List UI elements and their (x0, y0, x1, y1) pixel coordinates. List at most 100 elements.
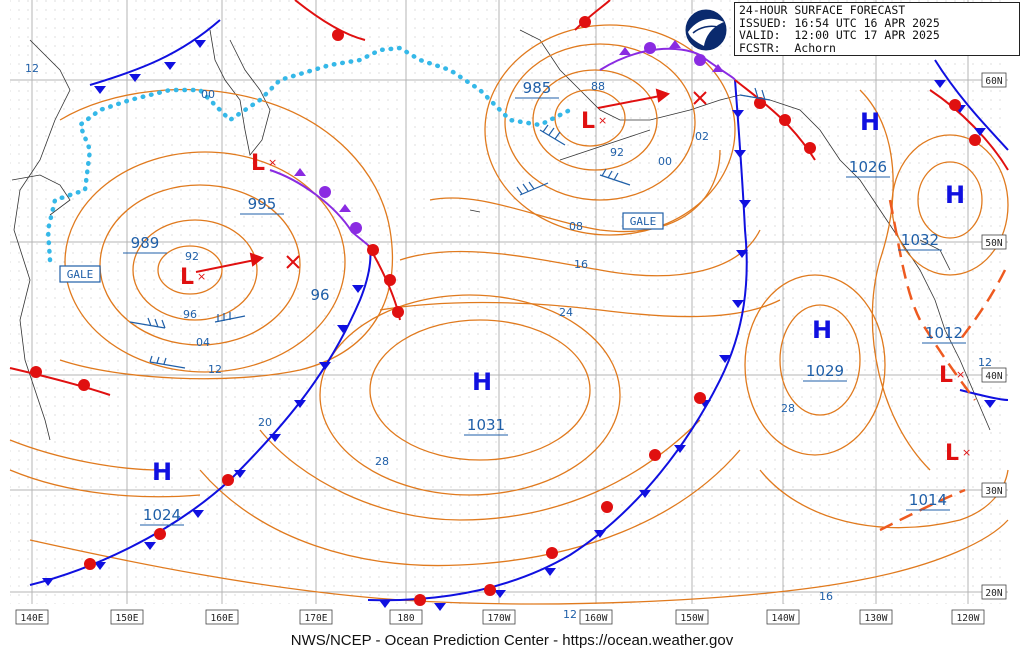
cold-front-triangle (94, 86, 106, 94)
high-pressure-value: 1032 (901, 231, 939, 249)
isobar-label: 12 (563, 608, 577, 621)
cold-front-triangle (734, 150, 746, 158)
low-center-mark: × (598, 114, 607, 127)
low-pressure-value: 1014 (909, 491, 947, 509)
low-pressure-symbol: L (939, 363, 953, 388)
low-pressure-symbol: L (180, 265, 194, 290)
longitude-label: 160E (205, 609, 239, 625)
latitude-label: 30N (981, 482, 1007, 498)
warm-front-semicircle (804, 142, 816, 154)
cold-front-triangle (194, 40, 206, 48)
latitude-label: 20N (981, 584, 1007, 600)
trough (888, 199, 977, 401)
cold-front-triangle (192, 510, 204, 518)
low-pressure-value: 985 (523, 79, 552, 97)
cold-front-triangle (379, 600, 391, 608)
low-pressure-symbol: L (581, 109, 595, 134)
cold-front-triangle (674, 445, 686, 453)
cold-front-triangle (42, 578, 54, 586)
isobar-label: 28 (781, 402, 795, 415)
warm-front-semicircle (222, 474, 234, 486)
header-title: 24-HOUR SURFACE FORECAST (739, 3, 906, 17)
longitude-label-text: 170W (488, 613, 511, 624)
low-center-mark: × (268, 156, 277, 169)
cold-front-triangle (434, 603, 446, 611)
longitude-label-box (15, 609, 49, 625)
isobar-label: 24 (559, 306, 573, 319)
isobar-label: 04 (196, 336, 210, 349)
longitude-label: 150W (675, 609, 709, 625)
longitude-label-text: 140W (772, 613, 795, 624)
warm-front-semicircle (949, 99, 961, 111)
cold-front-triangle (594, 530, 606, 538)
warm-front-semicircle (367, 244, 379, 256)
longitude-label-text: 150E (116, 613, 139, 624)
longitude-label-box (110, 609, 144, 625)
latitude-label-text: 50N (985, 238, 1002, 249)
isobar-label: 02 (695, 130, 709, 143)
occluded-front-symbol (339, 204, 351, 212)
isobar-label: 16 (574, 258, 588, 271)
warm-front-semicircle (84, 558, 96, 570)
isobar-label: 12 (208, 363, 222, 376)
latitude-label-text: 60N (985, 76, 1002, 87)
low-pressure-value: 995 (248, 195, 277, 213)
isobar-label: 12 (978, 356, 992, 369)
high-pressure-value: 1031 (467, 416, 505, 434)
forecast-header: 24-HOUR SURFACE FORECAST ISSUED: 16:54 UT… (734, 2, 1020, 56)
cold-front-triangle (974, 128, 986, 136)
cold-front-triangle (732, 300, 744, 308)
low-pressure-symbol: L (251, 151, 265, 176)
cold-front-triangle (269, 434, 281, 442)
ice-edge (45, 45, 573, 263)
cold-front-triangle (319, 362, 331, 370)
cold-front-triangle (739, 200, 751, 208)
cold-front-triangle (294, 400, 306, 408)
high-pressure-symbol: H (945, 181, 965, 209)
longitude-label-text: 150W (681, 613, 704, 624)
longitude-label-text: 120W (957, 613, 980, 624)
longitude-label: 160W (579, 609, 613, 625)
longitude-label-box (859, 609, 893, 625)
low-center-mark: × (197, 270, 206, 283)
header-valid: VALID: 12:00 UTC 17 APR 2025 (739, 28, 940, 42)
latitude-label-text: 40N (985, 371, 1002, 382)
longitude-label: 120W (951, 609, 985, 625)
isobar-label: 16 (819, 590, 833, 603)
isobar-label: 08 (569, 220, 583, 233)
occluded-front-symbol (644, 42, 656, 54)
warm-front-semicircle (649, 449, 661, 461)
front-symbols (30, 16, 996, 611)
cold-front-triangle (736, 250, 748, 258)
cold-front-triangle (129, 74, 141, 82)
warm-front-semicircle (384, 274, 396, 286)
longitude-label: 170W (482, 609, 516, 625)
latitude-label: 60N (981, 72, 1007, 88)
isobar-label: 92 (185, 250, 199, 263)
latitude-label-box (981, 367, 1007, 383)
high-pressure-symbol: H (860, 108, 880, 136)
high-pressure-value: 1029 (806, 362, 844, 380)
low-pressure-symbol: L (945, 441, 959, 466)
longitude-label-text: 130W (865, 613, 888, 624)
noaa-logo (684, 8, 728, 52)
cold-front-triangle (639, 490, 651, 498)
warm-front-semicircle (78, 379, 90, 391)
warm-front-semicircle (546, 547, 558, 559)
longitude-label-box (299, 609, 333, 625)
isobar-label: 12 (25, 62, 39, 75)
isobar-label: 92 (610, 146, 624, 159)
longitude-label-text: 140E (21, 613, 44, 624)
header-forecaster: FCSTR: Achorn (739, 40, 836, 55)
cold-front-triangle (164, 62, 176, 70)
cold-front-triangle (732, 110, 744, 118)
isobars (9, 24, 1009, 605)
cold-front-triangle (984, 400, 996, 408)
graticule (10, 0, 1008, 604)
longitude-label-box (951, 609, 985, 625)
latitude-label-box (981, 234, 1007, 250)
latitude-label-box (981, 482, 1007, 498)
low-center-mark: × (962, 446, 971, 459)
longitude-label-box (579, 609, 613, 625)
wind-barbs (129, 87, 771, 369)
